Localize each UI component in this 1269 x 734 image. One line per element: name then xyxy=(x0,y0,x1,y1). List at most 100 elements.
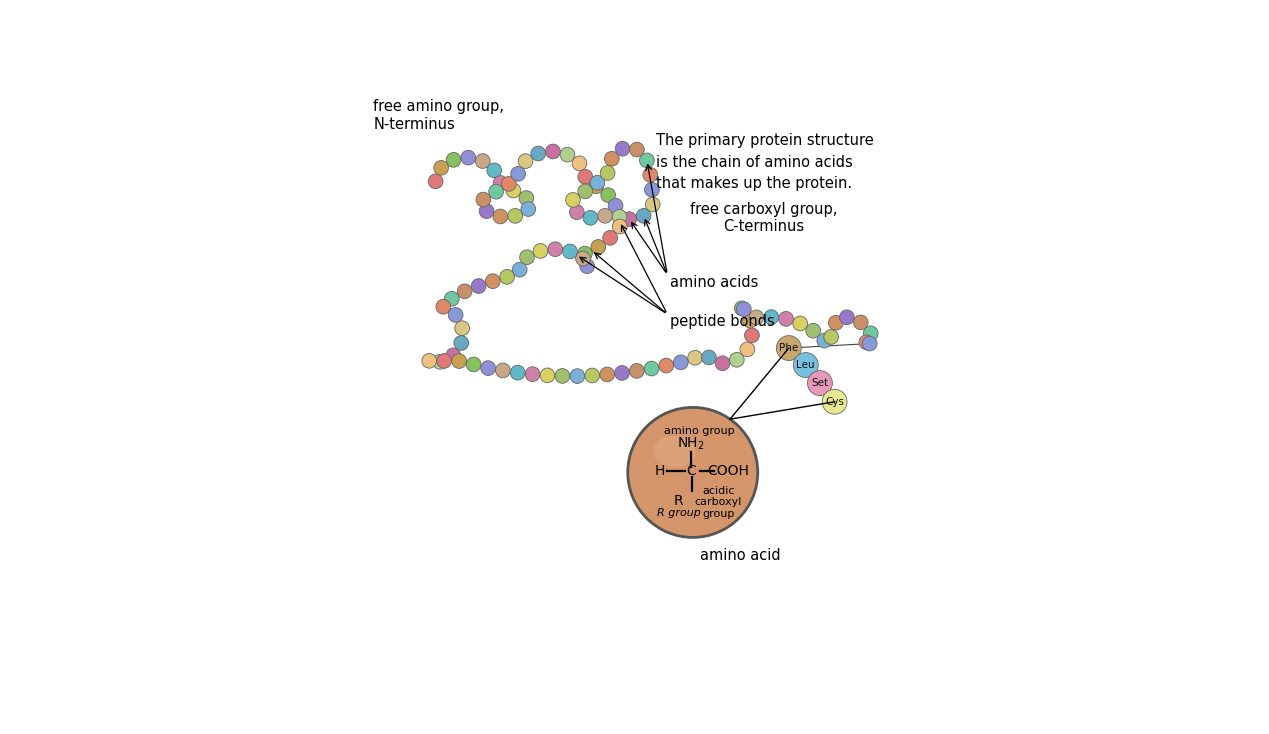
Circle shape xyxy=(454,321,470,335)
Circle shape xyxy=(508,208,523,223)
Circle shape xyxy=(702,350,716,365)
Circle shape xyxy=(570,205,584,219)
Circle shape xyxy=(859,335,874,349)
Circle shape xyxy=(492,209,508,224)
Circle shape xyxy=(476,192,491,207)
Circle shape xyxy=(577,184,593,199)
Circle shape xyxy=(519,191,534,206)
Circle shape xyxy=(636,208,651,223)
Circle shape xyxy=(486,274,500,288)
Circle shape xyxy=(444,291,459,306)
Circle shape xyxy=(541,368,555,382)
Circle shape xyxy=(807,371,832,396)
Circle shape xyxy=(546,144,561,159)
Text: amino acid: amino acid xyxy=(700,548,782,562)
Text: amino group: amino group xyxy=(664,426,735,436)
Circle shape xyxy=(646,197,660,212)
Circle shape xyxy=(613,219,627,234)
Text: amino acids: amino acids xyxy=(670,275,759,290)
Circle shape xyxy=(615,142,629,156)
Circle shape xyxy=(716,356,730,371)
Circle shape xyxy=(840,310,854,324)
Circle shape xyxy=(510,366,525,380)
Text: free amino group,
N-terminus: free amino group, N-terminus xyxy=(373,99,504,132)
Circle shape xyxy=(645,182,660,197)
Circle shape xyxy=(489,184,504,199)
Circle shape xyxy=(589,179,604,194)
Text: peptide bonds: peptide bonds xyxy=(670,314,775,329)
Circle shape xyxy=(433,355,447,369)
Circle shape xyxy=(779,311,793,326)
Circle shape xyxy=(600,188,615,203)
Circle shape xyxy=(520,250,534,264)
Circle shape xyxy=(461,150,476,165)
Circle shape xyxy=(566,192,580,207)
Circle shape xyxy=(525,367,539,382)
Circle shape xyxy=(448,308,463,322)
Circle shape xyxy=(612,209,627,224)
Circle shape xyxy=(495,363,510,378)
Circle shape xyxy=(659,358,674,373)
Text: H: H xyxy=(655,464,665,478)
Circle shape xyxy=(674,355,688,370)
Circle shape xyxy=(520,202,536,217)
Circle shape xyxy=(577,170,593,184)
Circle shape xyxy=(629,142,645,157)
Circle shape xyxy=(530,146,546,161)
Circle shape xyxy=(628,407,758,537)
Circle shape xyxy=(777,335,801,360)
Text: COOH: COOH xyxy=(707,464,749,478)
Circle shape xyxy=(853,315,868,330)
Text: R group: R group xyxy=(656,508,700,518)
Circle shape xyxy=(643,167,657,182)
Text: C: C xyxy=(687,464,697,478)
Circle shape xyxy=(863,326,878,341)
Circle shape xyxy=(500,269,514,284)
Circle shape xyxy=(735,301,749,316)
Circle shape xyxy=(555,368,570,383)
Circle shape xyxy=(437,354,452,368)
Ellipse shape xyxy=(654,436,695,468)
Circle shape xyxy=(598,208,613,223)
Circle shape xyxy=(749,310,764,324)
Circle shape xyxy=(513,262,527,277)
Circle shape xyxy=(806,324,821,338)
Circle shape xyxy=(640,153,655,168)
Circle shape xyxy=(793,316,807,331)
Circle shape xyxy=(501,177,516,192)
Circle shape xyxy=(476,153,490,168)
Circle shape xyxy=(494,175,508,190)
Circle shape xyxy=(608,198,623,213)
Circle shape xyxy=(863,336,877,351)
Circle shape xyxy=(572,156,586,171)
Circle shape xyxy=(824,330,839,344)
Circle shape xyxy=(745,328,759,343)
Circle shape xyxy=(629,363,645,378)
Circle shape xyxy=(510,167,525,181)
Circle shape xyxy=(471,279,486,294)
Circle shape xyxy=(591,239,605,254)
Text: acidic
carboxyl
group: acidic carboxyl group xyxy=(694,486,742,519)
Circle shape xyxy=(817,333,831,348)
Circle shape xyxy=(614,366,629,380)
Circle shape xyxy=(604,151,619,166)
Circle shape xyxy=(454,335,468,350)
Text: free carboxyl group,
C-terminus: free carboxyl group, C-terminus xyxy=(690,202,838,234)
Circle shape xyxy=(645,361,659,376)
Circle shape xyxy=(590,175,605,190)
Circle shape xyxy=(533,244,548,258)
Circle shape xyxy=(518,154,533,169)
Circle shape xyxy=(829,316,843,330)
Circle shape xyxy=(740,342,755,357)
Text: Leu: Leu xyxy=(797,360,815,370)
Circle shape xyxy=(730,352,744,367)
Circle shape xyxy=(736,302,751,316)
Circle shape xyxy=(548,241,562,257)
Circle shape xyxy=(560,148,575,162)
Circle shape xyxy=(457,284,472,299)
Circle shape xyxy=(582,211,598,225)
Circle shape xyxy=(622,212,637,227)
Circle shape xyxy=(576,251,590,266)
Circle shape xyxy=(437,299,450,314)
Text: The primary protein structure
is the chain of amino acids
that makes up the prot: The primary protein structure is the cha… xyxy=(656,134,874,192)
